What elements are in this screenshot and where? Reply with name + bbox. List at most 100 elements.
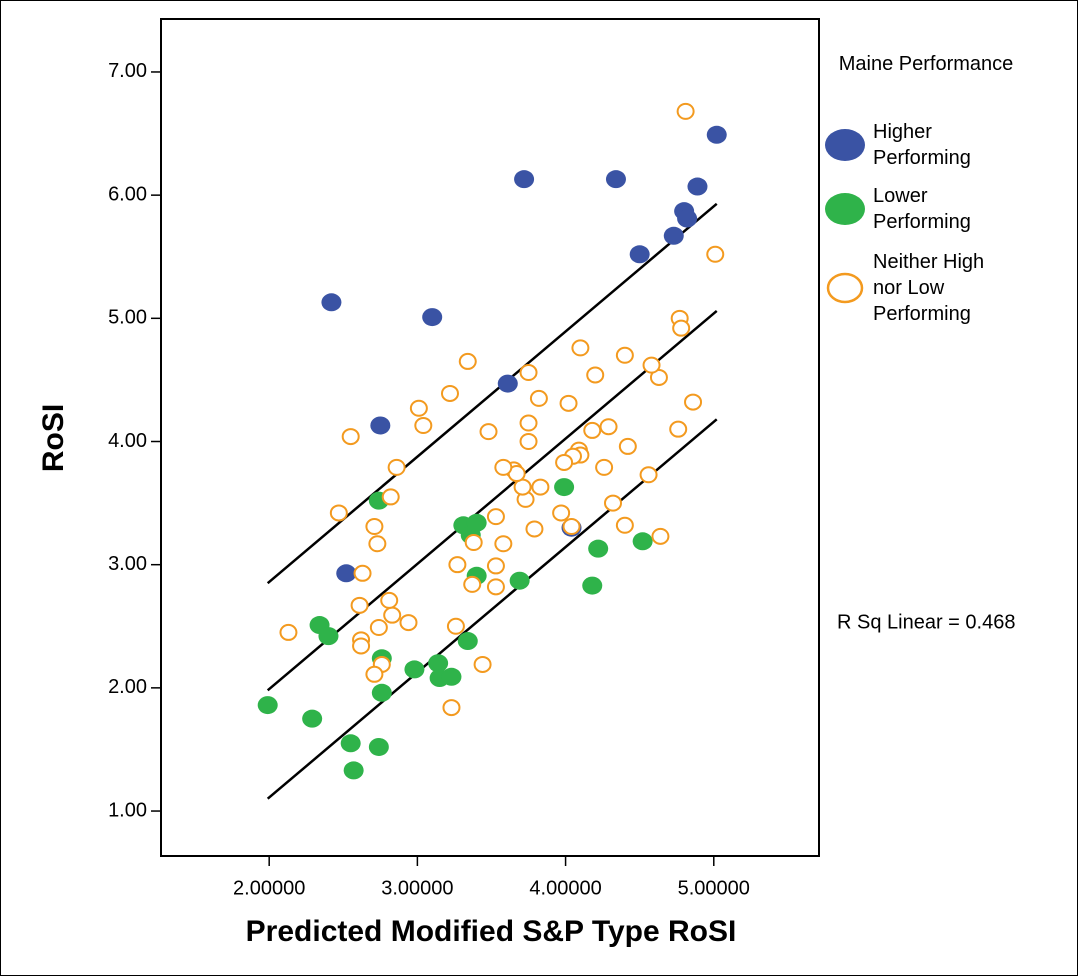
point [559,394,578,412]
point [615,346,634,364]
point [663,226,684,245]
point [466,513,487,532]
point [399,614,418,632]
point [387,458,406,476]
point [604,494,623,512]
legend-title: Maine Performance [838,53,1014,75]
point [669,420,688,438]
legend-marker-box [825,129,865,161]
point [380,591,399,609]
point [555,453,574,471]
point [336,564,357,583]
point [368,737,389,756]
point [353,564,372,582]
point [615,516,634,534]
point [464,534,483,552]
point [571,339,590,357]
y-tick-label: 3.00 [108,553,147,575]
point [341,428,360,446]
point [381,488,400,506]
y-tick-label: 7.00 [108,60,147,82]
plot-area [160,18,820,857]
point [595,458,614,476]
point [583,421,602,439]
point [442,699,461,717]
point [343,761,364,780]
legend-marker-box [826,272,864,304]
y-tick-label: 5.00 [108,307,147,329]
point [350,596,369,614]
x-tick-label: 3.00000 [381,877,453,899]
legend-label: Lower Performing [873,185,971,233]
point [687,177,708,196]
point [486,578,505,596]
legend-marker [825,129,865,161]
point [370,416,391,435]
point [486,508,505,526]
point [365,517,384,535]
point [588,539,609,558]
y-tick-label: 6.00 [108,183,147,205]
point [302,709,323,728]
y-axis-title: RoSI [37,404,70,472]
point [672,319,691,337]
x-tick-label: 5.00000 [678,877,750,899]
point [321,293,342,312]
point [441,667,462,686]
legend: Higher Performing Lower Performing Neither… [821,119,1005,339]
point [531,478,550,496]
point [473,655,492,673]
point [582,576,603,595]
point [371,683,392,702]
point [618,437,637,455]
point [463,575,482,593]
legend-item: Higher Performing [821,119,1005,171]
point [519,414,538,432]
point [446,617,465,635]
point [651,527,670,545]
point [369,619,388,637]
point [586,366,605,384]
point [562,517,581,535]
point [599,418,618,436]
point [497,374,518,393]
legend-marker-box [825,193,865,225]
point [494,458,513,476]
point [404,660,425,679]
point [414,416,433,434]
legend-marker [826,272,864,304]
point [457,632,478,651]
point [642,356,661,374]
annotation: R Sq Linear = 0.468 [837,611,1015,633]
point [479,423,498,441]
point [318,627,339,646]
point [605,170,626,189]
point [279,623,298,641]
point [684,393,703,411]
point [509,571,530,590]
point [632,532,653,551]
point [448,556,467,574]
legend-label: Higher Performing [873,121,971,169]
point [525,520,544,538]
point [486,557,505,575]
legend-item: Lower Performing [821,183,1005,235]
point [629,245,650,264]
legend-item: Neither High nor Low Performing [821,249,1005,327]
x-tick-label: 2.00000 [233,877,305,899]
point [639,466,658,484]
point [329,504,348,522]
x-tick-label: 4.00000 [529,877,601,899]
point [368,535,387,553]
point [257,696,278,715]
point [519,433,538,451]
point [676,102,695,120]
fit-line [266,202,718,585]
point [422,308,443,327]
y-tick-label: 2.00 [108,676,147,698]
point [706,125,727,144]
y-tick-label: 4.00 [108,430,147,452]
fit-line [266,418,718,800]
